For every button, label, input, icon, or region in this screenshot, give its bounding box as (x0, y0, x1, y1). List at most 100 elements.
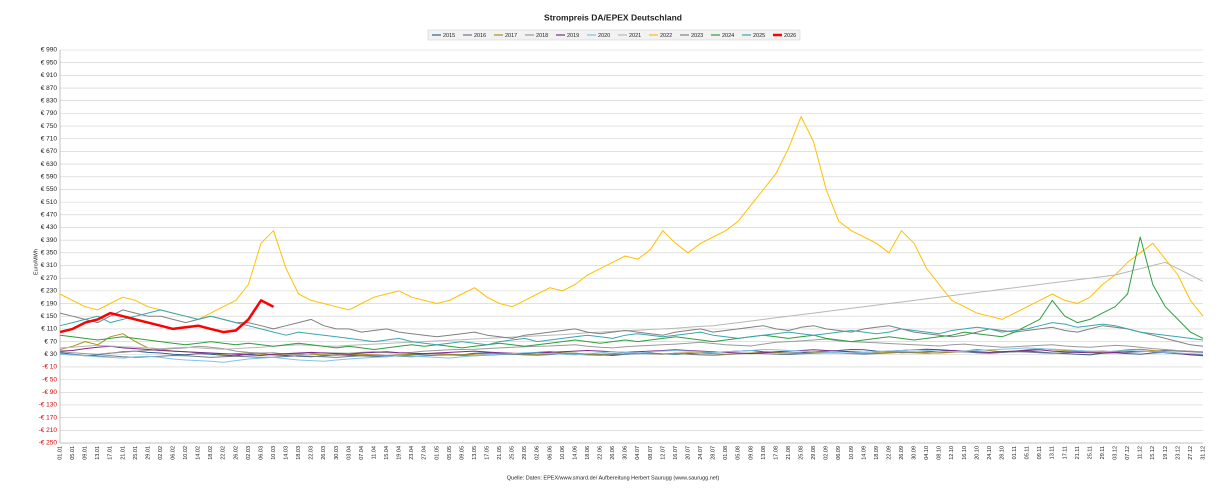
x-tick-label: 21.08 (786, 446, 792, 460)
y-tick-label: € 470 (41, 212, 58, 219)
x-tick-label: 13.05 (472, 446, 478, 460)
y-tick-label: € 350 (41, 250, 58, 257)
x-tick-label: 28.07 (711, 446, 717, 460)
legend-label: 2022 (660, 33, 672, 39)
x-tick-label: 05.05 (447, 446, 453, 460)
x-tick-label: 12.10 (949, 446, 955, 460)
legend-label: 2024 (722, 33, 734, 39)
x-tick-label: 17.08 (773, 446, 779, 460)
series-line (59, 347, 1204, 363)
y-tick-label: € 750 (41, 123, 58, 130)
x-tick-label: 21.01 (120, 446, 126, 460)
x-tick-label: 22.03 (309, 446, 315, 460)
y-tick-label: -€ 90 (42, 389, 57, 396)
y-tick-label: -€ 250 (39, 440, 58, 447)
x-tick-label: 09.05 (459, 446, 465, 460)
x-tick-label: 20.10 (974, 446, 980, 460)
x-tick-label: 02.02 (158, 446, 164, 460)
series-line (59, 309, 1204, 346)
x-tick-label: 04.07 (635, 446, 641, 460)
y-tick-label: -€ 170 (39, 414, 58, 421)
x-tick-label: 14.09 (861, 446, 867, 460)
x-tick-label: 29.11 (1100, 446, 1106, 459)
x-tick-label: 06.03 (258, 446, 264, 460)
x-tick-label: 18.09 (874, 446, 880, 460)
x-tick-label: 06.02 (170, 446, 176, 460)
y-tick-label: € 430 (41, 224, 58, 231)
y-tick-label: € 590 (41, 173, 58, 180)
x-tick-label: 29.05 (522, 446, 528, 460)
source: Quelle: Daten: EPEX/www.smard.de/ Aufber… (507, 475, 720, 481)
x-tick-label: 01.11 (1012, 446, 1018, 459)
x-tick-label: 22.02 (221, 446, 227, 460)
x-tick-label: 26.09 (899, 446, 905, 460)
y-tick-label: € 670 (41, 148, 58, 155)
x-tick-label: 03.12 (1113, 446, 1119, 460)
x-tick-label: 23.12 (1175, 446, 1181, 460)
y-tick-label: -€ 10 (42, 364, 57, 371)
x-tick-label: 18.02 (208, 446, 214, 460)
legend-label: 2021 (629, 33, 641, 39)
series-line (59, 338, 1204, 356)
x-tick-label: 08.07 (648, 446, 654, 460)
x-tick-label: 14.03 (284, 446, 290, 460)
x-tick-label: 11.12 (1138, 446, 1144, 459)
legend-label: 2015 (443, 33, 455, 39)
x-tick-label: 16.07 (673, 446, 679, 460)
legend-label: 2018 (536, 33, 548, 39)
x-tick-label: 31.12 (1200, 446, 1206, 460)
y-axis-label: Euro/MWh (33, 249, 39, 275)
x-tick-label: 27.04 (422, 446, 428, 460)
y-tick-label: € 910 (41, 72, 58, 79)
series-line (59, 309, 1204, 347)
x-tick-label: 03.04 (346, 446, 352, 460)
x-tick-label: 05.08 (736, 446, 742, 460)
y-tick-label: -€ 50 (42, 376, 57, 383)
x-tick-label: 09.11 (1037, 446, 1043, 459)
y-tick-label: € 630 (41, 161, 58, 168)
chart-title: Strompreis DA/EPEX Deutschland (544, 12, 682, 22)
legend-label: 2017 (505, 33, 517, 39)
x-tick-label: 27.12 (1188, 446, 1194, 460)
y-tick-label: -€ 130 (39, 402, 58, 409)
x-tick-label: 13.01 (95, 446, 101, 460)
x-tick-label: 29.08 (811, 446, 817, 460)
y-tick-label: € 790 (41, 110, 58, 117)
x-tick-label: 26.02 (233, 446, 239, 460)
x-tick-label: 01.01 (57, 446, 63, 460)
y-tick-label: € 230 (41, 288, 58, 295)
x-tick-label: 12.07 (660, 446, 666, 460)
series-line (59, 345, 1204, 356)
y-tick-label: € 510 (41, 199, 58, 206)
x-tick-label: 16.10 (962, 446, 968, 460)
y-tick-label: € 870 (41, 85, 58, 92)
x-tick-label: 25.08 (799, 446, 805, 460)
x-tick-label: 14.06 (572, 446, 578, 460)
x-tick-label: 11.04 (371, 446, 377, 459)
series-line (59, 350, 1204, 358)
y-tick-label: € 990 (41, 47, 58, 54)
x-tick-label: 07.12 (1125, 446, 1131, 460)
y-tick-label: -€ 210 (39, 427, 58, 434)
x-tick-label: 30.09 (912, 446, 918, 460)
x-tick-label: 20.07 (685, 446, 691, 460)
legend-box (427, 29, 801, 41)
x-tick-label: 21.11 (1075, 446, 1081, 459)
x-tick-label: 24.07 (698, 446, 704, 460)
x-tick-label: 17.05 (485, 446, 491, 460)
x-tick-label: 17.01 (108, 446, 114, 460)
x-tick-label: 28.10 (999, 446, 1005, 460)
x-tick-label: 01.05 (434, 446, 440, 460)
x-tick-label: 22.09 (886, 446, 892, 460)
x-tick-label: 05.11 (1025, 446, 1031, 459)
series-line (59, 116, 1204, 320)
x-tick-label: 13.08 (761, 446, 767, 460)
x-tick-label: 10.09 (849, 446, 855, 460)
legend-label: 2023 (691, 33, 703, 39)
y-tick-label: € 550 (41, 186, 58, 193)
x-tick-label: 18.03 (296, 446, 302, 460)
x-tick-label: 10.02 (183, 446, 189, 460)
x-tick-label: 26.03 (321, 446, 327, 460)
x-tick-label: 02.09 (824, 446, 830, 460)
